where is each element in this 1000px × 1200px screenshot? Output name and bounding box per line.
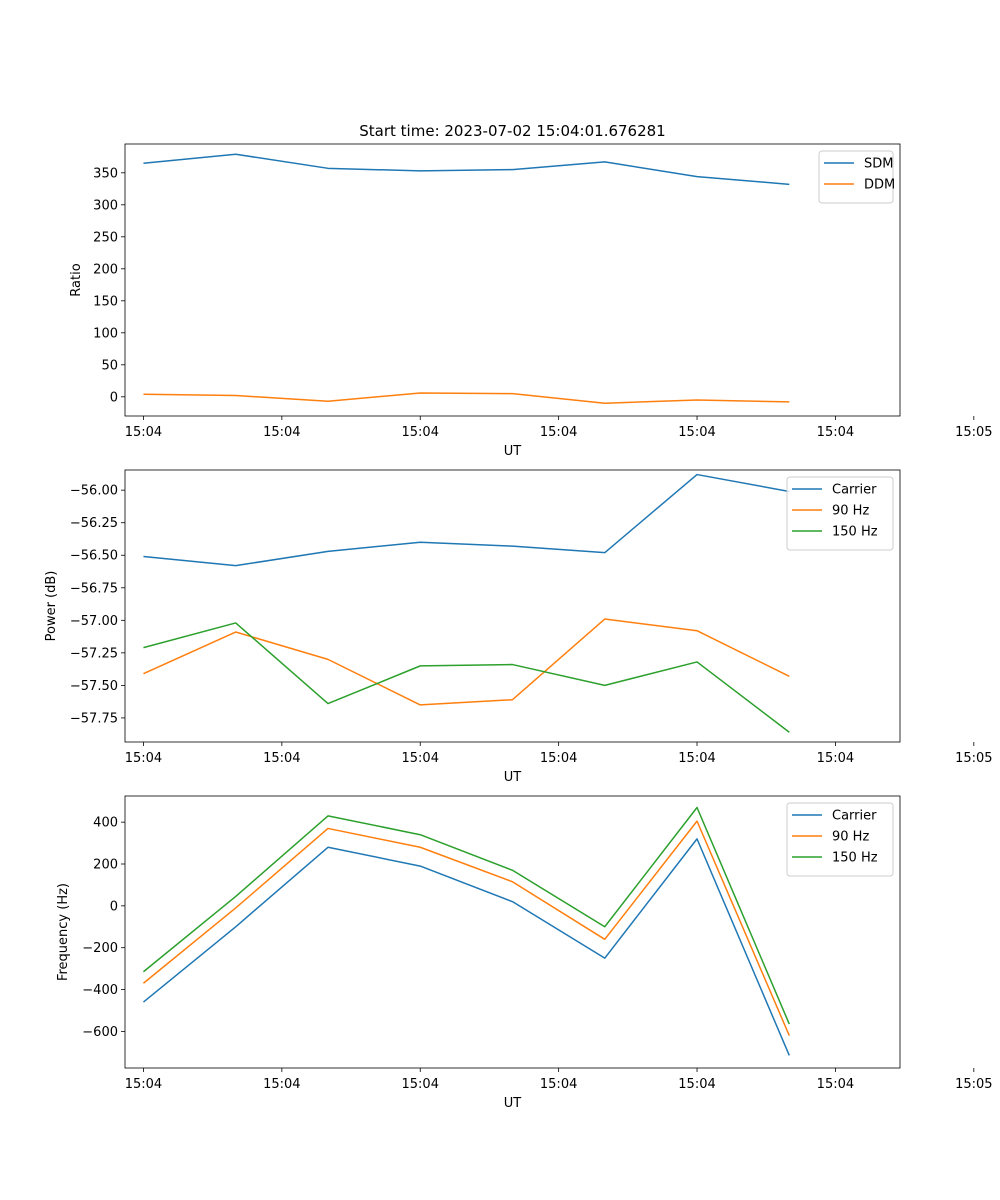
series-line-carrier <box>143 473 790 567</box>
y-tick-label: −57.00 <box>70 614 118 629</box>
legend-label: Carrier <box>832 483 877 498</box>
axes-frame <box>124 143 901 417</box>
y-tick-label: 150 <box>93 294 118 309</box>
y-tick-label: 0 <box>110 390 118 405</box>
legend-label: 150 Hz <box>832 525 878 540</box>
x-tick-label: 15:04 <box>263 751 300 766</box>
x-tick-label: 15:04 <box>678 751 715 766</box>
legend-box <box>818 150 894 204</box>
y-tick-label: 200 <box>93 262 118 277</box>
x-tick-label: 15:04 <box>402 1077 439 1092</box>
x-tick-label: 15:04 <box>263 1077 300 1092</box>
chart-panel-2: 15:04 15:04 15:04 15:04 15:04 15:04 15:05 −57.7… <box>44 469 993 785</box>
legend-label: DDM <box>864 178 895 193</box>
series-line-90-hz <box>142 820 790 1036</box>
y-tick-label: −57.50 <box>70 679 118 694</box>
y-tick-label: −56.75 <box>70 581 118 596</box>
legend: Carrier 90 Hz 150 Hz <box>786 802 894 877</box>
x-tick-label: 15:04 <box>817 751 854 766</box>
chart-panel-1: Start time: 2023-07-02 15:04:01.676281 15… <box>69 122 993 459</box>
series-line-carrier <box>142 838 790 1056</box>
series-line-150-hz <box>142 806 790 1025</box>
y-tick-label: −200 <box>82 941 118 956</box>
y-tick-label: 300 <box>93 198 118 213</box>
x-tick-label: 15:05 <box>955 751 992 766</box>
x-tick-label: 15:05 <box>955 1077 992 1092</box>
legend-label: SDM <box>864 157 893 172</box>
y-tick-label: 250 <box>93 230 118 245</box>
legend-label: 150 Hz <box>832 851 878 866</box>
y-tick-label: −56.00 <box>70 484 118 499</box>
legend-label: 90 Hz <box>832 830 869 845</box>
chart-panel-3: 15:04 15:04 15:04 15:04 15:04 15:04 15:05 −600 −… <box>56 795 993 1111</box>
x-tick-label: 15:04 <box>817 1077 854 1092</box>
x-tick-label: 15:04 <box>540 425 577 440</box>
y-tick-label: −57.75 <box>70 711 118 726</box>
x-tick-label: 15:04 <box>402 751 439 766</box>
y-tick-label: 0 <box>110 899 118 914</box>
x-tick-label: 15:04 <box>402 425 439 440</box>
y-axis-label: Frequency (Hz) <box>56 883 71 981</box>
y-tick-label: −56.50 <box>70 549 118 564</box>
x-tick-label: 15:05 <box>955 425 992 440</box>
x-tick-label: 15:04 <box>125 1077 162 1092</box>
y-tick-label: 50 <box>101 358 118 373</box>
x-tick-label: 15:04 <box>263 425 300 440</box>
y-tick-label: −400 <box>82 983 118 998</box>
series-line-150-hz <box>143 622 790 733</box>
x-axis-label: UT <box>504 770 522 785</box>
y-tick-label: −57.25 <box>70 646 118 661</box>
x-tick-label: 15:04 <box>540 1077 577 1092</box>
legend: SDM DDM <box>818 150 895 204</box>
legend: Carrier 90 Hz 150 Hz <box>786 476 894 551</box>
axes-frame <box>124 795 901 1069</box>
series-line-sdm <box>143 153 790 186</box>
y-tick-label: 200 <box>93 858 118 873</box>
x-axis-label: UT <box>504 1096 522 1111</box>
y-tick-label: 100 <box>93 326 118 341</box>
y-tick-label: 350 <box>93 166 118 181</box>
x-tick-label: 15:04 <box>678 425 715 440</box>
x-tick-label: 15:04 <box>125 425 162 440</box>
chart-title: Start time: 2023-07-02 15:04:01.676281 <box>359 122 665 140</box>
series-line-ddm <box>143 392 790 404</box>
x-tick-label: 15:04 <box>817 425 854 440</box>
y-tick-label: −56.25 <box>70 516 118 531</box>
x-tick-label: 15:04 <box>678 1077 715 1092</box>
x-tick-label: 15:04 <box>125 751 162 766</box>
axes-frame <box>124 469 901 743</box>
legend-label: 90 Hz <box>832 504 869 519</box>
y-axis-label: Power (dB) <box>44 571 59 642</box>
legend-label: Carrier <box>832 809 877 824</box>
y-tick-label: −600 <box>82 1025 118 1040</box>
x-tick-label: 15:04 <box>540 751 577 766</box>
y-tick-label: 400 <box>93 816 118 831</box>
x-axis-label: UT <box>504 444 522 459</box>
series-line-90-hz <box>143 618 790 706</box>
y-axis-label: Ratio <box>69 263 84 296</box>
